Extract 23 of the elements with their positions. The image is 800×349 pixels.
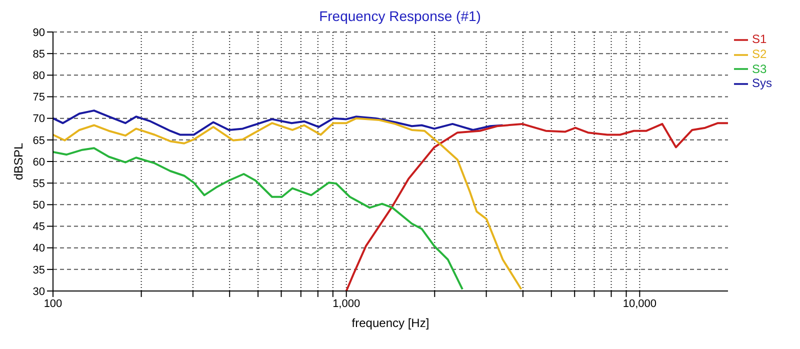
y-tick-label: 85	[32, 48, 45, 60]
legend-label: S3	[752, 62, 767, 76]
y-tick-label: 75	[32, 92, 45, 104]
y-tick-label: 65	[32, 134, 45, 147]
y-tick-label: 30	[32, 286, 45, 298]
y-tick-label: 60	[32, 156, 45, 168]
y-tick-label: 35	[32, 264, 45, 276]
legend-label: S1	[752, 32, 767, 46]
chart-title: Frequency Response (#1)	[318, 8, 482, 26]
x-tick-label: 10,000	[622, 298, 657, 310]
legend-label: S2	[752, 46, 767, 61]
x-axis-title: frequency [Hz]	[352, 316, 430, 330]
x-tick-label: 1,000	[332, 298, 360, 310]
y-tick-label: 55	[32, 178, 45, 190]
y-tick-label: 70	[32, 113, 45, 126]
y-tick-label: 50	[32, 200, 45, 212]
y-tick-label: 45	[32, 221, 45, 234]
legend-label: Sys	[752, 76, 772, 90]
y-axis-title: dBSPL	[11, 142, 26, 180]
y-tick-label: 40	[32, 242, 45, 255]
y-tick-label: 80	[32, 70, 45, 82]
y-tick-label: 90	[32, 26, 45, 39]
x-tick-label: 100	[44, 298, 62, 310]
